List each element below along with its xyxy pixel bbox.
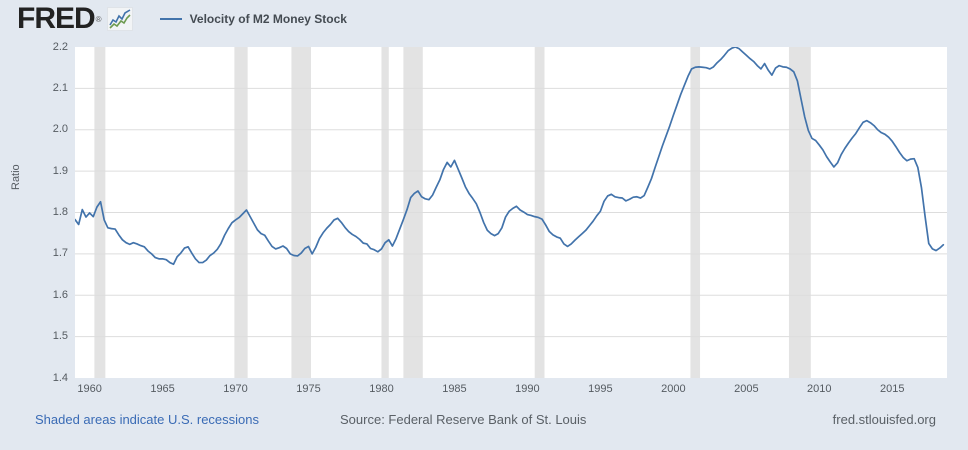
y-axis-tick-labels: 2.2 2.1 2.0 1.9 1.8 1.7 1.6 1.5 1.4 — [0, 0, 68, 450]
x-axis-tick-label: 2010 — [807, 383, 832, 395]
recessions-note-link[interactable]: Shaded areas indicate U.S. recessions — [35, 412, 260, 427]
y-axis-tick-label: 2.0 — [52, 123, 68, 136]
gridline-group — [75, 87, 947, 338]
x-axis-tick-labels: 1960 1965 1970 1975 1980 1985 1990 1995 2000 2005… — [0, 383, 968, 399]
y-axis-tick-label: 2.1 — [52, 81, 68, 94]
legend-series-label: Velocity of M2 Money Stock — [189, 12, 347, 26]
series-line-velocity-m2 — [75, 47, 945, 266]
chart-legend: Velocity of M2 Money Stock — [159, 12, 347, 26]
chart-header: FRED ® Velocity of M2 Money Stock — [0, 0, 968, 38]
y-axis-tick-label: 1.9 — [52, 164, 68, 177]
x-axis-tick-label: 1965 — [150, 383, 175, 395]
y-axis-tick-label: 1.4 — [52, 371, 68, 384]
x-axis-tick-label: 1975 — [296, 383, 321, 395]
y-axis-tick-label: 1.8 — [52, 206, 68, 218]
chart-footer: Shaded areas indicate U.S. recessions So… — [0, 412, 968, 436]
x-axis-tick-label: 1980 — [369, 383, 394, 395]
line-chart-icon-svg — [108, 9, 131, 29]
x-axis-tick-label: 1990 — [515, 383, 540, 395]
fred-logo[interactable]: FRED ® — [17, 4, 133, 34]
x-axis-tick-label: 1985 — [442, 383, 467, 395]
x-axis-tick-label: 2000 — [661, 383, 686, 395]
y-axis-tick-label: 1.5 — [52, 330, 68, 343]
x-axis-tick-label: 1970 — [223, 383, 248, 395]
x-axis-tick-label: 1995 — [588, 383, 613, 395]
y-axis-tick-label: 1.6 — [52, 288, 68, 301]
fred-url-label: fred.stlouisfed.org — [832, 412, 936, 427]
source-label: Source: Federal Reserve Bank of St. Loui… — [340, 412, 587, 427]
line-chart-icon — [106, 7, 133, 31]
velocity-m2-line-chart[interactable] — [75, 47, 947, 378]
x-axis-tick-label: 2005 — [734, 383, 759, 395]
x-axis-tick-label: 2015 — [880, 383, 905, 395]
x-axis-tick-label: 1960 — [77, 383, 102, 395]
plot-area — [75, 47, 947, 378]
y-axis-tick-label: 1.7 — [52, 247, 68, 260]
legend-line-swatch — [159, 18, 182, 20]
y-axis-tick-label: 2.2 — [52, 40, 68, 53]
fred-registered-mark: ® — [95, 14, 102, 24]
fred-wordmark: FRED — [17, 2, 96, 35]
